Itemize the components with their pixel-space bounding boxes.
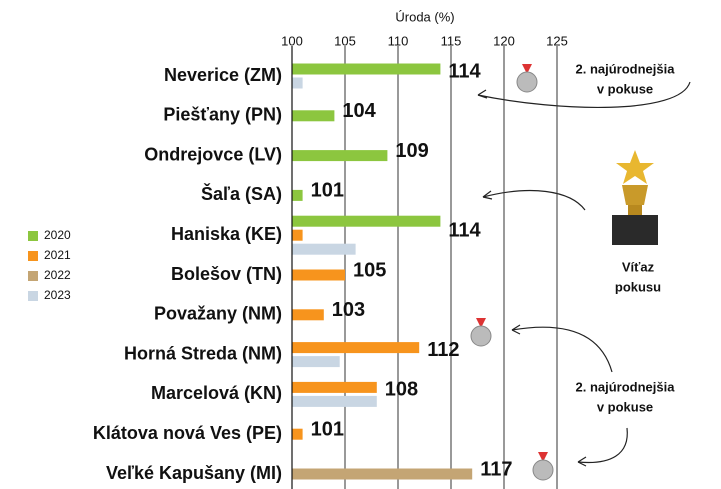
legend-swatch xyxy=(28,231,38,241)
arrow-head xyxy=(482,190,493,200)
annotation: v pokuse xyxy=(597,399,653,414)
bar xyxy=(292,243,356,255)
bar xyxy=(292,110,335,122)
category-label: Veľké Kapušany (MI) xyxy=(106,463,282,483)
bar xyxy=(292,215,441,227)
annotation: 2. najúrodnejšia xyxy=(576,379,676,394)
annotation: 2. najúrodnejšia xyxy=(576,61,676,76)
category-label: Horná Streda (NM) xyxy=(124,343,282,363)
bar xyxy=(292,468,473,480)
legend-label: 2021 xyxy=(44,248,71,262)
category-label: Ondrejovce (LV) xyxy=(144,144,282,164)
decorations xyxy=(477,81,691,467)
x-tick-label: 125 xyxy=(546,33,568,48)
category-label: Klátova nová Ves (PE) xyxy=(93,423,282,443)
arrow xyxy=(482,189,586,211)
x-tick-label: 110 xyxy=(388,33,409,48)
bar xyxy=(292,309,324,321)
bar xyxy=(292,356,340,368)
annotation: v pokuse xyxy=(597,81,653,96)
data-label: 101 xyxy=(311,418,344,440)
data-label: 108 xyxy=(385,379,418,401)
medals xyxy=(470,64,554,481)
x-tick-label: 120 xyxy=(493,33,515,48)
arrow-head xyxy=(577,456,587,467)
bar xyxy=(292,428,303,440)
legend-label: 2022 xyxy=(44,268,71,282)
data-label: 105 xyxy=(353,259,386,281)
trophy xyxy=(612,150,658,245)
arrow xyxy=(577,427,628,464)
bar xyxy=(292,381,377,393)
x-axis-title: Úroda (%) xyxy=(395,9,454,24)
x-tick-label: 115 xyxy=(441,33,462,48)
data-label: 114 xyxy=(448,219,481,241)
data-label: 103 xyxy=(332,299,365,321)
annotation: Víťaz xyxy=(622,259,655,274)
bar xyxy=(292,63,441,75)
legend-label: 2023 xyxy=(44,288,71,302)
annotation: pokusu xyxy=(615,279,661,294)
legend-swatch xyxy=(28,271,38,281)
data-label: 112 xyxy=(427,339,459,361)
category-label: Bolešov (TN) xyxy=(171,264,282,284)
x-tick-label: 105 xyxy=(334,33,356,48)
bar xyxy=(292,229,303,241)
category-label: Piešťany (PN) xyxy=(163,105,282,125)
arrow xyxy=(477,81,691,109)
arrow xyxy=(511,326,613,373)
bar xyxy=(292,77,303,89)
bar xyxy=(292,395,377,407)
legend-swatch xyxy=(28,291,38,301)
data-label: 114 xyxy=(448,60,481,82)
category-label: Haniska (KE) xyxy=(171,224,282,244)
bar xyxy=(292,189,303,201)
category-label: Šaľa (SA) xyxy=(201,183,282,204)
data-label: 104 xyxy=(342,100,376,122)
legend-swatch xyxy=(28,251,38,261)
data-label: 117 xyxy=(480,458,512,480)
data-label: 109 xyxy=(395,140,428,162)
bar xyxy=(292,150,388,162)
category-label: Marcelová (KN) xyxy=(151,383,282,403)
legend-label: 2020 xyxy=(44,228,71,242)
x-tick-label: 100 xyxy=(281,33,303,48)
category-label: Považany (NM) xyxy=(154,304,282,324)
bar xyxy=(292,342,420,354)
arrow-head xyxy=(477,89,488,99)
bar xyxy=(292,269,345,281)
category-label: Neverice (ZM) xyxy=(164,65,282,85)
data-label: 101 xyxy=(311,180,344,202)
arrow-head xyxy=(511,324,521,335)
